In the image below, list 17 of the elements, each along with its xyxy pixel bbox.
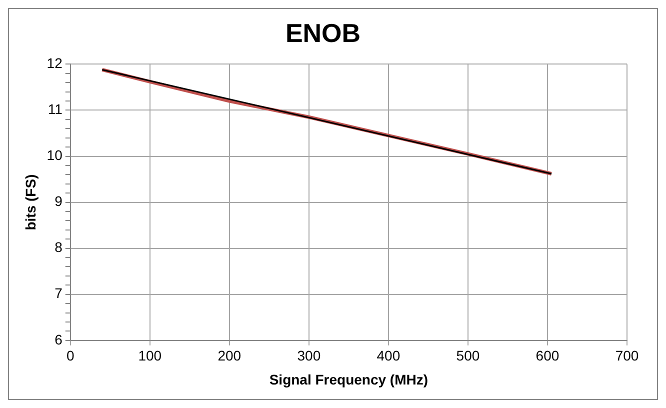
x-tick-label: 600	[536, 348, 560, 364]
chart-title: ENOB	[285, 18, 361, 48]
x-tick-label: 500	[456, 348, 480, 364]
y-tick-label: 6	[54, 331, 63, 348]
x-tick-label: 400	[376, 348, 400, 364]
y-tick-label: 10	[46, 147, 63, 164]
y-tick-label: 11	[48, 101, 63, 118]
y-tick-label: 8	[54, 239, 63, 256]
x-tick-label: 700	[615, 348, 639, 364]
y-tick-label: 9	[54, 193, 63, 210]
x-tick-label: 100	[138, 348, 162, 364]
y-axis-title: bits (FS)	[22, 174, 38, 230]
x-tick-label: 300	[297, 348, 321, 364]
y-tick-label: 7	[54, 285, 63, 302]
x-tick-label: 0	[66, 348, 74, 364]
y-tick-label: 12	[46, 55, 63, 72]
x-tick-label: 200	[218, 348, 242, 364]
